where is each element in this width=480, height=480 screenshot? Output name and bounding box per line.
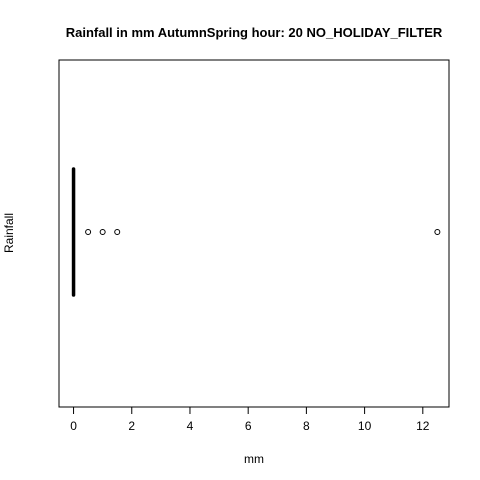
- outlier-point: [114, 229, 121, 235]
- y-axis-label: Rainfall: [2, 213, 16, 253]
- x-tick-label: 4: [187, 419, 194, 433]
- x-axis-label: mm: [244, 452, 264, 466]
- x-tick-label: 8: [303, 419, 310, 433]
- outliers: [85, 229, 441, 235]
- x-tick-label: 2: [128, 419, 135, 433]
- x-tick-label: 6: [245, 419, 252, 433]
- x-tick-label: 10: [358, 419, 372, 433]
- x-tick-label: 0: [70, 419, 77, 433]
- chart-title: Rainfall in mm AutumnSpring hour: 20 NO_…: [66, 25, 443, 40]
- outlier-point: [99, 229, 106, 235]
- outlier-point: [85, 229, 92, 235]
- x-tick-label: 12: [416, 419, 430, 433]
- plot-frame: [58, 59, 450, 408]
- x-axis: 0 2 4 6 8 10 12: [70, 406, 430, 433]
- outlier-point: [434, 229, 441, 235]
